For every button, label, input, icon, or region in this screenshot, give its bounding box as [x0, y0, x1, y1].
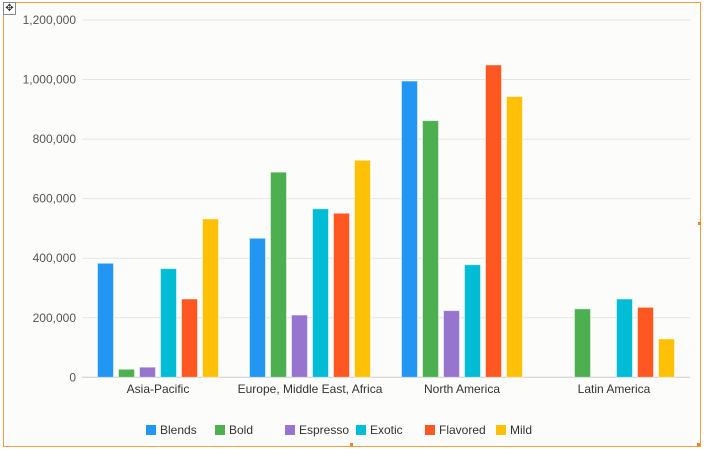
legend-label: Espresso: [299, 423, 350, 437]
y-tick-label: 1,000,000: [23, 73, 77, 87]
bar-blends[interactable]: [249, 237, 266, 378]
legend-swatch: [496, 425, 506, 435]
y-tick-label: 200,000: [33, 311, 77, 325]
x-tick-label: Latin America: [578, 382, 651, 396]
legend-label: Flavored: [439, 423, 486, 437]
bar-exotic[interactable]: [616, 298, 633, 378]
y-tick-label: 1,200,000: [23, 13, 77, 27]
bar-bold[interactable]: [270, 171, 287, 378]
bar-bold[interactable]: [118, 368, 135, 378]
y-tick-label: 800,000: [33, 132, 77, 146]
legend-item-bold[interactable]: Bold: [215, 423, 253, 437]
legend-label: Mild: [510, 423, 533, 437]
bar-mild[interactable]: [506, 96, 523, 378]
bar-exotic[interactable]: [464, 264, 481, 378]
bar-mild[interactable]: [658, 338, 675, 378]
legend-swatch: [146, 425, 156, 435]
bar-flavored[interactable]: [637, 306, 654, 378]
bar-espresso[interactable]: [291, 314, 308, 378]
legend-label: Blends: [160, 423, 197, 437]
bar-blends[interactable]: [401, 80, 418, 378]
move-icon[interactable]: ✥: [3, 2, 16, 15]
resize-handle-bottom[interactable]: [350, 443, 353, 446]
legend-label: Bold: [229, 423, 254, 437]
bar-bold[interactable]: [422, 120, 439, 378]
bar-exotic[interactable]: [160, 268, 177, 378]
bar-mild[interactable]: [202, 218, 219, 378]
legend-item-mild[interactable]: Mild: [496, 423, 532, 437]
legend-item-flavored[interactable]: Flavored: [425, 423, 486, 437]
x-tick-label: Asia-Pacific: [127, 382, 190, 396]
bar-mild[interactable]: [354, 159, 371, 378]
resize-handle-right[interactable]: [698, 222, 701, 225]
bar-blends[interactable]: [97, 262, 114, 378]
y-tick-label: 0: [69, 370, 76, 384]
legend: Blends Bold Espresso Exotic Flavored Mild: [0, 423, 705, 437]
x-tick-label: Europe, Middle East, Africa: [238, 382, 383, 396]
bar-espresso[interactable]: [443, 310, 460, 378]
bar-flavored[interactable]: [485, 64, 502, 378]
legend-swatch: [285, 425, 295, 435]
x-tick-label: North America: [424, 382, 500, 396]
bar-exotic[interactable]: [312, 208, 329, 378]
legend-swatch: [425, 425, 435, 435]
legend-label: Exotic: [370, 423, 403, 437]
bar-flavored[interactable]: [333, 212, 350, 378]
y-tick-label: 400,000: [33, 251, 77, 265]
bar-bold[interactable]: [574, 308, 591, 378]
legend-swatch: [356, 425, 366, 435]
resize-handle-corner[interactable]: [697, 443, 700, 446]
legend-item-exotic[interactable]: Exotic: [356, 423, 403, 437]
legend-item-espresso[interactable]: Espresso: [285, 423, 349, 437]
legend-item-blends[interactable]: Blends: [146, 423, 197, 437]
bar-flavored[interactable]: [181, 298, 198, 378]
bar-espresso[interactable]: [139, 366, 156, 378]
y-tick-label: 600,000: [33, 192, 77, 206]
legend-swatch: [215, 425, 225, 435]
